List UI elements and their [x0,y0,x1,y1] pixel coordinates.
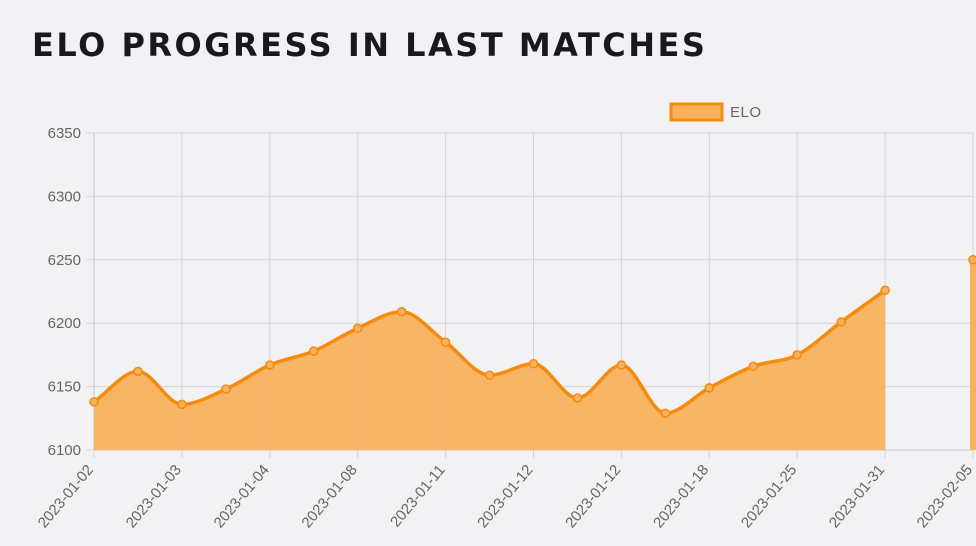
elo-data-point[interactable] [792,350,802,360]
elo-data-point[interactable] [704,383,715,393]
legend-swatch-elo[interactable] [669,102,724,122]
elo-data-point[interactable] [528,359,539,369]
x-tick-label: 2023-01-11 [387,462,449,531]
y-tick-label: 6100 [48,442,81,459]
y-tick-label: 6150 [48,379,81,396]
legend-label-elo[interactable]: ELO [730,104,762,121]
area-layer [94,259,976,450]
elo-data-point[interactable] [660,408,671,418]
x-tick-label: 2023-01-25 [738,462,800,532]
elo-data-point[interactable] [89,397,99,407]
elo-data-point[interactable] [352,323,363,334]
elo-data-point[interactable] [616,360,627,370]
x-tick-label: 2023-02-05 [914,462,976,532]
y-tick-label: 6350 [48,125,81,142]
elo-data-point[interactable] [309,346,319,356]
legend[interactable]: ELO [669,102,762,122]
elo-data-point[interactable] [221,384,231,394]
y-axis: 6100 6150 6200 6250 6300 6350 [48,125,81,459]
x-tick-label: 2023-01-12 [562,462,624,532]
elo-data-point[interactable] [572,393,583,403]
elo-data-point[interactable] [265,360,275,370]
elo-data-point[interactable] [440,337,451,347]
elo-data-point[interactable] [880,285,890,295]
y-tick-label: 6200 [48,315,81,332]
elo-data-point[interactable] [748,361,758,372]
y-tick-label: 6250 [48,252,81,269]
x-tick-label: 2023-01-03 [123,462,185,532]
x-tick-label: 2023-01-02 [35,462,97,532]
x-tick-label: 2023-01-08 [298,462,360,532]
elo-data-point[interactable] [968,255,976,265]
elo-data-point[interactable] [177,399,187,410]
point-layer [89,255,976,418]
x-tick-label: 2023-01-31 [826,462,888,532]
y-tick-label: 6300 [48,188,81,205]
chart-title: ELO PROGRESS IN LAST MATCHES [32,26,708,64]
elo-data-point[interactable] [396,307,407,317]
elo-data-point[interactable] [133,366,143,377]
x-tick-label: 2023-01-04 [211,462,273,532]
x-axis: 2023-01-02 2023-01-03 2023-01-04 2023-01-08… [35,462,976,532]
elo-data-point[interactable] [484,370,495,380]
x-tick-label: 2023-01-12 [474,462,536,532]
elo-area-fill [970,259,976,450]
elo-area-fill [94,290,886,450]
x-tick-label: 2023-01-18 [650,462,712,532]
elo-data-point[interactable] [836,317,846,327]
